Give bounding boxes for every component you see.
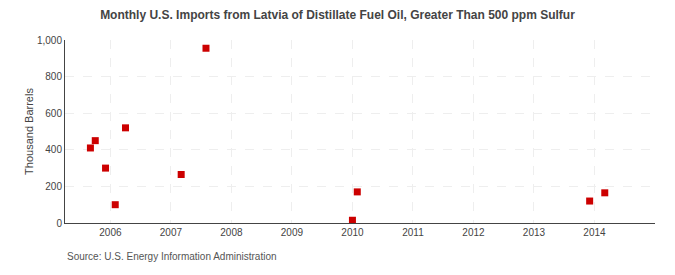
svg-text:2013: 2013 (523, 227, 546, 238)
svg-text:800: 800 (45, 71, 62, 82)
svg-text:Monthly U.S. Imports from Latv: Monthly U.S. Imports from Latvia of Dist… (100, 8, 575, 22)
svg-text:Source: U.S. Energy Informatio: Source: U.S. Energy Information Administ… (67, 251, 277, 262)
svg-text:2007: 2007 (160, 227, 183, 238)
svg-text:2006: 2006 (99, 227, 122, 238)
svg-text:2012: 2012 (462, 227, 485, 238)
svg-text:2008: 2008 (220, 227, 243, 238)
svg-text:2009: 2009 (281, 227, 304, 238)
svg-text:1,000: 1,000 (37, 35, 62, 46)
svg-text:400: 400 (45, 144, 62, 155)
svg-text:2011: 2011 (402, 227, 424, 238)
svg-text:2014: 2014 (583, 227, 606, 238)
svg-text:Thousand Barrels: Thousand Barrels (23, 88, 35, 175)
svg-text:200: 200 (45, 181, 62, 192)
svg-text:2010: 2010 (341, 227, 364, 238)
svg-text:0: 0 (56, 218, 62, 229)
svg-text:600: 600 (45, 108, 62, 119)
